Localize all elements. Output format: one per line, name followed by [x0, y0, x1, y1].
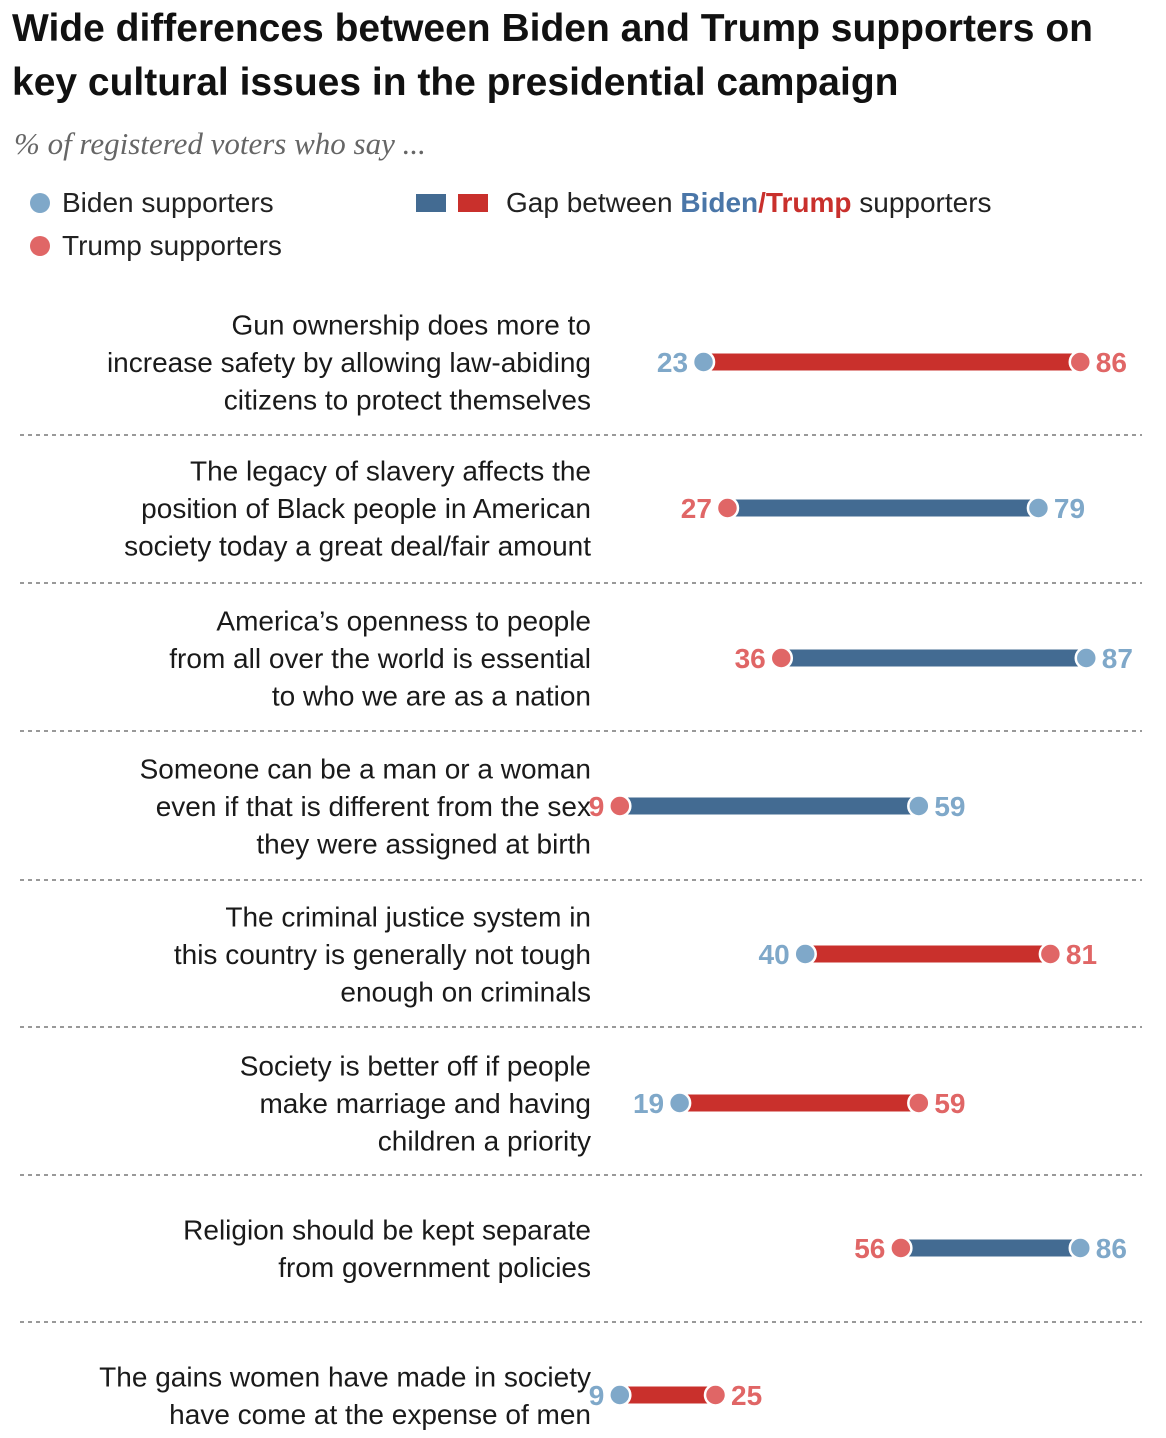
- trump-value-label: 81: [1066, 939, 1097, 970]
- legend-trump-label: Trump supporters: [62, 230, 282, 261]
- row-label-line: position of Black people in American: [141, 493, 591, 524]
- biden-dot: [608, 1383, 632, 1407]
- row-label-line: The criminal justice system in: [225, 902, 591, 933]
- chart-title: Wide differences between Biden and Trump…: [12, 7, 1093, 104]
- row-label-line: Religion should be kept separate: [183, 1214, 591, 1245]
- trump-dot: [907, 1091, 931, 1115]
- trump-dot: [889, 1236, 913, 1260]
- legend-gap: Gap between Biden/Trump supporters: [416, 186, 992, 220]
- row-label-line: children a priority: [378, 1126, 591, 1157]
- row-label-line: from government policies: [278, 1252, 591, 1283]
- row-label-line: Gun ownership does more to: [231, 310, 591, 341]
- row-label-line: citizens to protect themselves: [224, 385, 591, 416]
- trump-value-label: 36: [735, 643, 766, 674]
- legend-gap-biden-word: Biden: [680, 187, 759, 218]
- row-label-line: they were assigned at birth: [256, 829, 591, 860]
- trump-dot: [769, 646, 794, 670]
- row-label-line: Someone can be a man or a woman: [140, 754, 591, 785]
- row-label-line: The legacy of slavery affects the: [190, 456, 591, 487]
- legend-biden-dot-icon: [30, 192, 50, 213]
- trump-value-label: 27: [681, 493, 712, 524]
- trump-dot: [703, 1383, 728, 1407]
- trump-dot: [715, 496, 740, 520]
- row-label-line: The gains women have made in society: [99, 1361, 591, 1392]
- legend-biden: Biden supporters: [30, 186, 274, 220]
- row-label-line: to who we are as a nation: [272, 681, 591, 712]
- gap-bar: [805, 945, 1051, 963]
- biden-dot: [1026, 496, 1051, 520]
- legend-gap-trump-word: Trump: [765, 187, 852, 218]
- gap-bar: [619, 1386, 716, 1404]
- trump-dot: [1068, 350, 1093, 374]
- biden-value-label: 23: [657, 347, 688, 378]
- row-label-line: even if that is different from the sex: [156, 791, 591, 822]
- gap-bar: [679, 1094, 919, 1112]
- biden-value-label: 59: [934, 791, 965, 822]
- row-label-line: have come at the expense of men: [169, 1399, 591, 1430]
- gap-bar: [703, 353, 1081, 371]
- row-label-line: make marriage and having: [259, 1088, 591, 1119]
- row-label-line: increase safety by allowing law-abiding: [107, 347, 591, 378]
- legend-trump-dot-icon: [30, 235, 50, 256]
- chart-subtitle: % of registered voters who say ...: [14, 126, 426, 161]
- row-label-line: from all over the world is essential: [169, 643, 591, 674]
- gap-bar: [900, 1239, 1081, 1257]
- biden-dot: [667, 1091, 692, 1115]
- trump-dot: [1038, 942, 1063, 966]
- trump-dot: [608, 794, 632, 818]
- biden-value-label: 9: [589, 1380, 605, 1411]
- row-label-line: Society is better off if people: [240, 1051, 591, 1082]
- biden-value-label: 79: [1054, 493, 1085, 524]
- biden-value-label: 40: [759, 939, 790, 970]
- biden-value-label: 19: [633, 1088, 664, 1119]
- row-label-line: enough on criminals: [340, 977, 591, 1008]
- trump-value-label: 59: [934, 1088, 965, 1119]
- gap-bar: [619, 797, 919, 815]
- legend-gap-prefix: Gap between: [506, 187, 681, 218]
- biden-dot: [793, 942, 817, 966]
- legend-gap-slash: /: [758, 187, 766, 218]
- trump-value-label: 25: [731, 1380, 762, 1411]
- biden-value-label: 87: [1102, 643, 1133, 674]
- legend-trump: Trump supporters: [30, 229, 282, 263]
- trump-value-label: 86: [1096, 347, 1127, 378]
- biden-value-label: 86: [1096, 1233, 1127, 1264]
- gap-bar: [781, 649, 1087, 667]
- legend-gap-suffix: supporters: [851, 187, 992, 218]
- trump-value-label: 9: [589, 791, 605, 822]
- legend-gap-biden-swatch-icon: [416, 193, 446, 212]
- biden-dot: [907, 794, 931, 818]
- row-label-line: this country is generally not tough: [174, 939, 591, 970]
- biden-dot: [1074, 646, 1099, 670]
- biden-dot: [1068, 1236, 1093, 1260]
- legend-biden-label: Biden supporters: [62, 187, 274, 218]
- row-label-line: society today a great deal/fair amount: [124, 531, 591, 562]
- legend-gap-trump-swatch-icon: [458, 193, 488, 212]
- biden-dot: [691, 350, 716, 374]
- row-label-line: America’s openness to people: [216, 606, 591, 637]
- gap-bar: [727, 499, 1039, 517]
- trump-value-label: 56: [854, 1233, 885, 1264]
